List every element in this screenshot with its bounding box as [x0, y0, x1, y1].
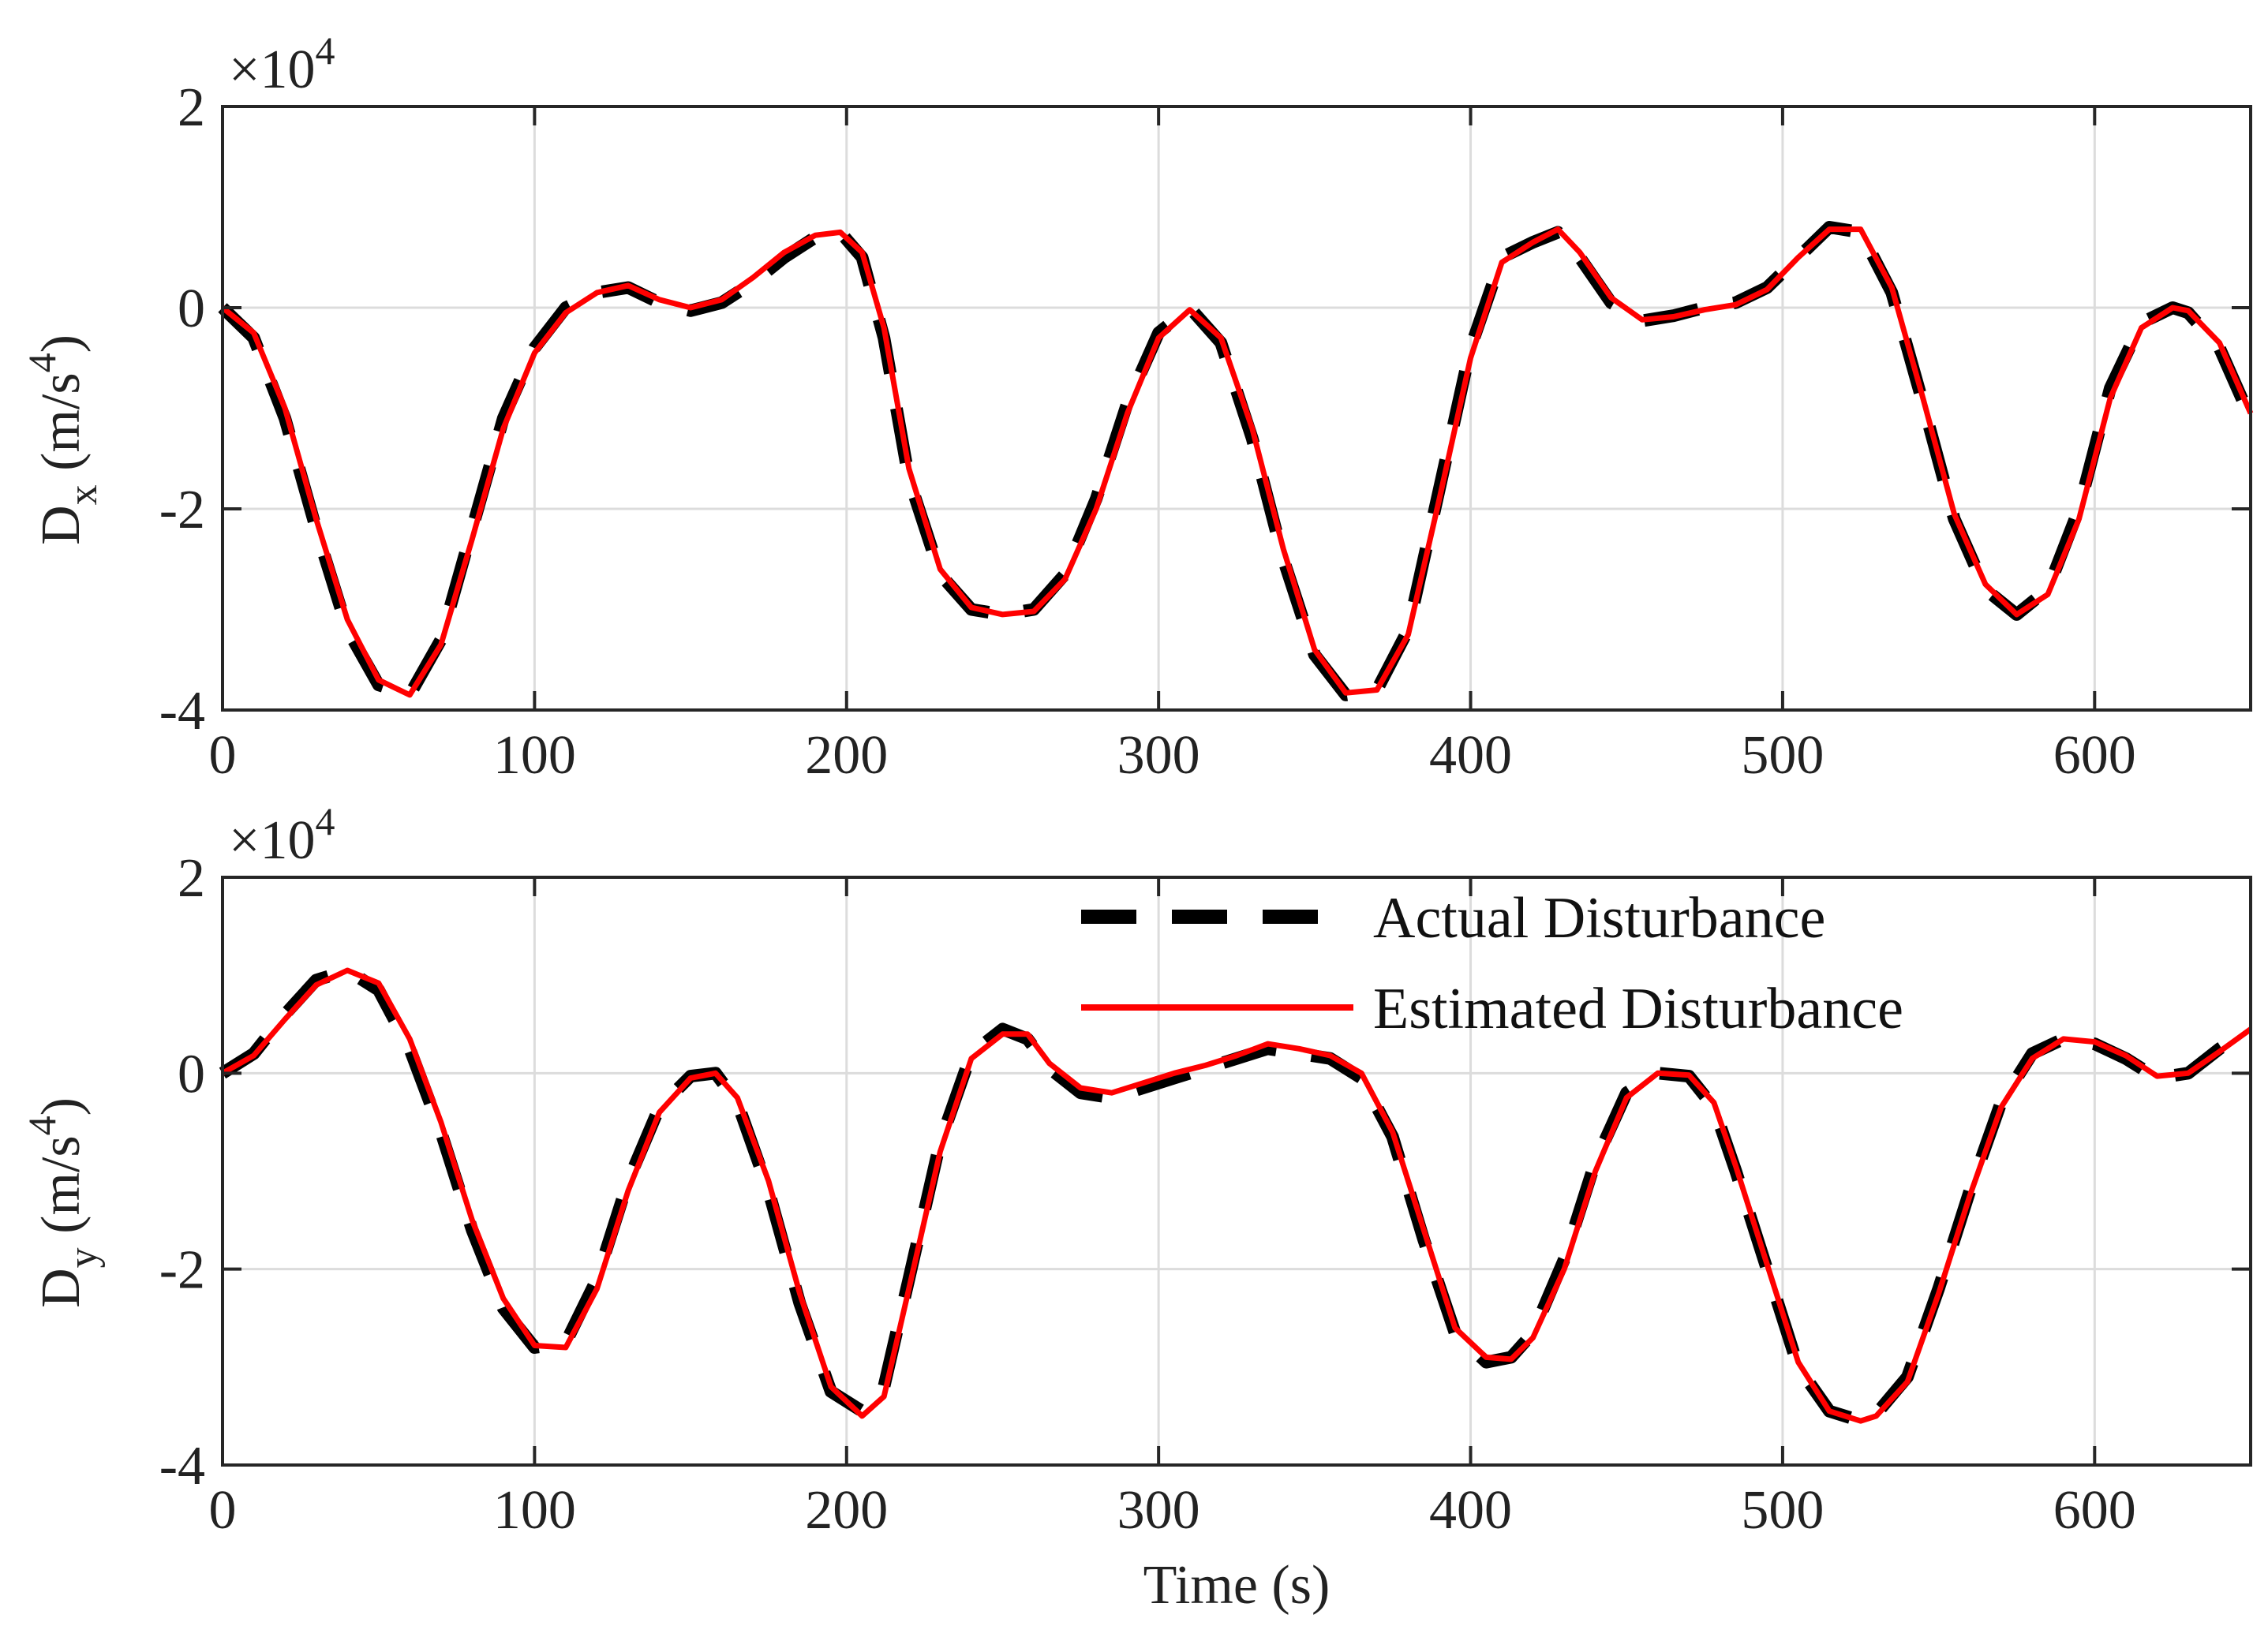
- x-tick-label-undefined-3: 300: [1117, 725, 1200, 786]
- exponent-label-dy: ×104: [229, 799, 335, 871]
- x-tick-label-undefined-2: 200: [805, 725, 888, 786]
- ylabel-sup-dx: 4: [20, 353, 64, 372]
- x-tick-label-undefined-0: 0: [209, 1480, 237, 1541]
- ylabel-sup-dy: 4: [20, 1116, 64, 1135]
- y-tick-label-undefined-3: 2: [178, 77, 205, 138]
- y-axis-label-dx: Dx (m/s4): [20, 335, 106, 545]
- x-tick-label-undefined-5: 500: [1741, 725, 1824, 786]
- ylabel-sub-dx: x: [61, 484, 106, 505]
- legend: Actual Disturbance Estimated Disturbance: [1081, 886, 1903, 1041]
- x-tick-label-undefined-5: 500: [1741, 1480, 1824, 1541]
- lines-dx: [218, 221, 2257, 701]
- legend-label-actual: Actual Disturbance: [1373, 886, 1825, 951]
- y-tick-label-undefined-1: -2: [159, 480, 205, 540]
- ylabel-suffix-dy: ): [31, 1097, 92, 1116]
- x-tick-label-undefined-6: 600: [2053, 725, 2136, 786]
- ylabel-main-dy: D: [31, 1268, 92, 1308]
- exponent-label-dx: ×104: [229, 28, 335, 100]
- ylabel-unit-dx: (m/s: [31, 372, 92, 484]
- x-tick-label-undefined-1: 100: [493, 725, 576, 786]
- exponent-base-dx: ×10: [229, 39, 315, 100]
- ylabel-unit-dy: (m/s: [31, 1135, 92, 1247]
- grid-dx: [223, 107, 2251, 710]
- x-tick-label-undefined-3: 300: [1117, 1480, 1200, 1541]
- x-axis-label-dy: Time (s): [1143, 1555, 1330, 1616]
- exponent-power-dx: 4: [315, 28, 335, 73]
- xtick-labels-dy: 0 100 200 300 400 500 600: [209, 1480, 2136, 1541]
- ytick-labels-dy: -4 -2 0 2: [159, 848, 205, 1497]
- ytick-labels-dx: -4 -2 0 2: [159, 77, 205, 742]
- y-tick-label-undefined-2: 0: [178, 278, 205, 339]
- x-tick-label-undefined-0: 0: [209, 725, 237, 786]
- x-tick-label-undefined-6: 600: [2053, 1480, 2136, 1541]
- axes-frame-dy: [221, 876, 2252, 1467]
- legend-label-estimated: Estimated Disturbance: [1373, 977, 1903, 1041]
- axes-frame-dx: [221, 105, 2252, 712]
- x-tick-label-undefined-1: 100: [493, 1480, 576, 1541]
- ticks-dy: [221, 876, 2251, 1467]
- x-tick-label-undefined-4: 400: [1429, 725, 1512, 786]
- panel-dy: 0 100 200 300 400 500 600 -4-202 ×104 Dy (m/s4…: [20, 799, 2255, 1616]
- series-line-undefined-estimated: [220, 226, 2254, 698]
- x-tick-label-undefined-2: 200: [805, 1480, 888, 1541]
- ylabel-sub-dy: y: [61, 1247, 106, 1268]
- series-line-undefined-estimated: [221, 967, 2253, 1424]
- y-tick-label-undefined-3: 2: [178, 848, 205, 909]
- x-tick-label-undefined-4: 400: [1429, 1480, 1512, 1541]
- grid-dy: [223, 877, 2251, 1465]
- y-tick-label-undefined-0: -4: [159, 1436, 205, 1497]
- lines-dy: [219, 964, 2255, 1428]
- y-tick-label-undefined-2: 0: [178, 1044, 205, 1104]
- ticks-dx: [221, 105, 2251, 712]
- panel-dx: 0 100 200 300 400 500 600 -4-202 ×104 Dx (m/s4…: [20, 28, 2257, 786]
- ylabel-suffix-dx: ): [31, 335, 92, 353]
- y-tick-label-undefined-1: -2: [159, 1240, 205, 1301]
- ylabel-main-dx: D: [31, 505, 92, 545]
- exponent-power-dy: 4: [315, 799, 335, 843]
- y-tick-label-undefined-0: -4: [159, 681, 205, 742]
- xtick-labels-dx: 0 100 200 300 400 500 600: [209, 725, 2136, 786]
- exponent-base-dy: ×10: [229, 810, 315, 871]
- y-axis-label-dy: Dy (m/s4): [20, 1097, 106, 1308]
